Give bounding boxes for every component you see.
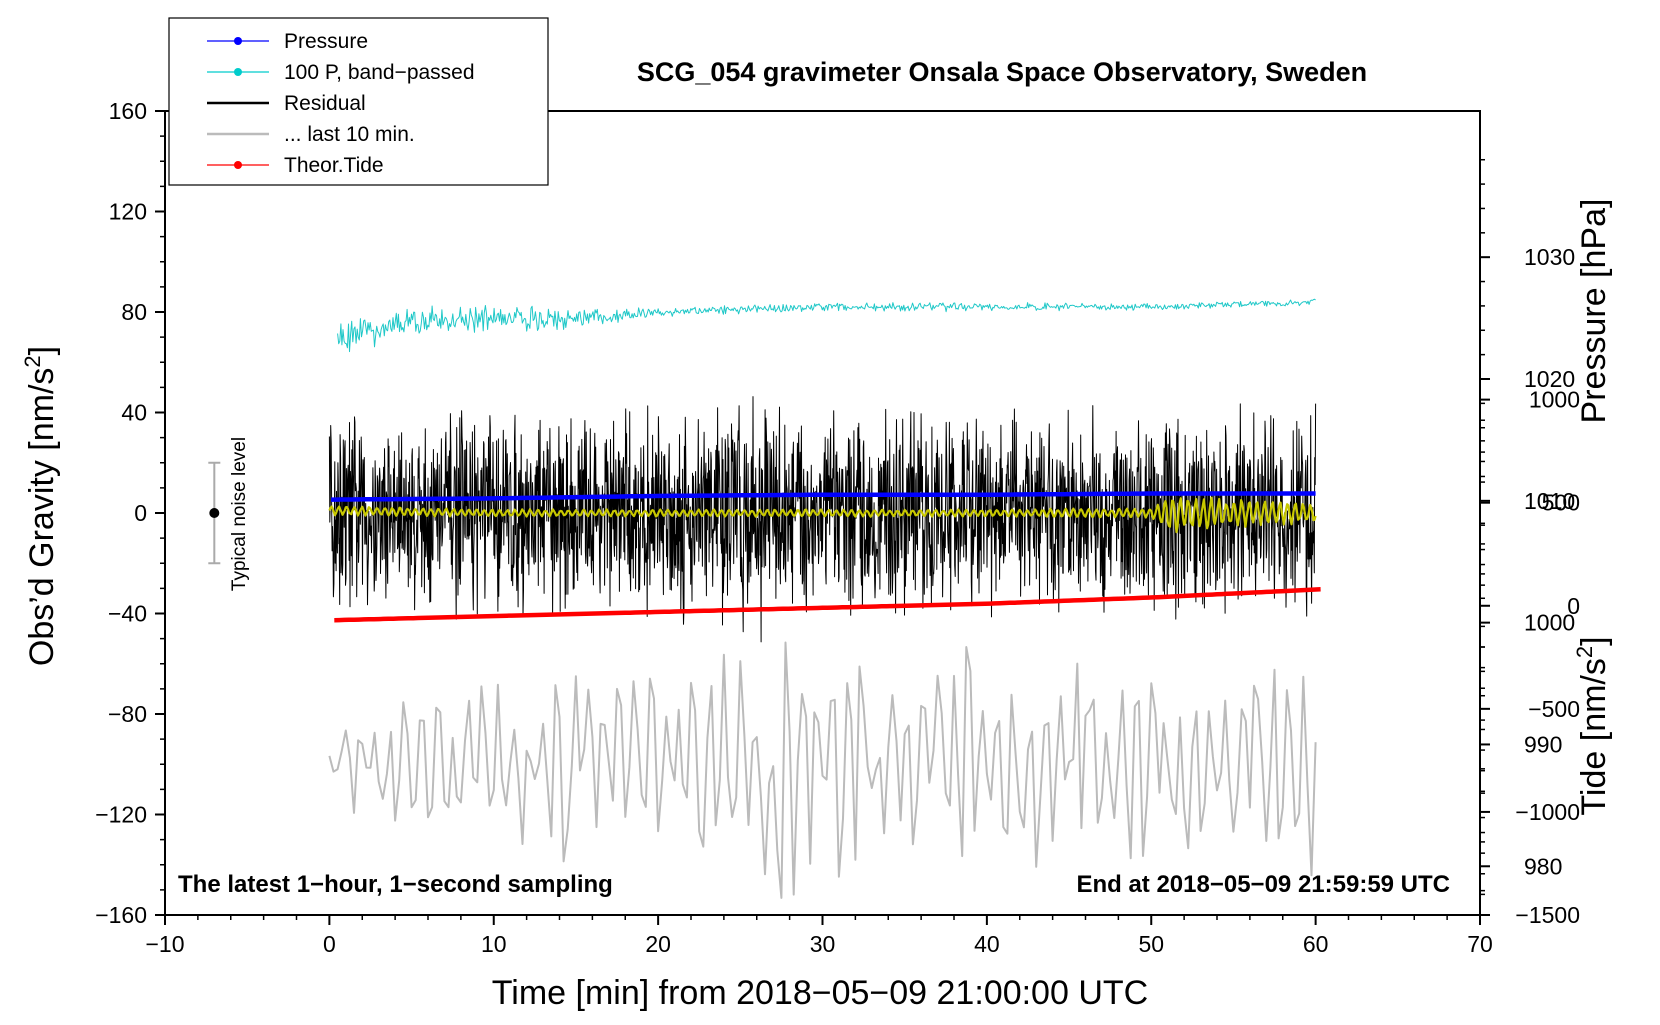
tide-tick-label: −1000: [1515, 799, 1580, 825]
y-axis-label: Obs’d Gravity [nm/s2]: [20, 346, 61, 666]
bottom-right-note: End at 2018−05−09 21:59:59 UTC: [1076, 871, 1450, 898]
noise-level-label: Typical noise level: [229, 437, 250, 591]
legend-label-residual: Residual: [284, 92, 366, 115]
tide-axis-label-end: ]: [1575, 636, 1613, 645]
x-axis-label: Time [min] from 2018−05−09 21:00:00 UTC: [492, 974, 1148, 1012]
pressure-tick-label: 980: [1524, 853, 1562, 879]
legend-label-theor-tide: Theor.Tide: [284, 154, 384, 177]
x-tick-label: 40: [974, 931, 1000, 957]
legend-box: [168, 17, 549, 186]
y-axis-label-end: ]: [23, 346, 61, 355]
pressure-tick-label: 990: [1524, 731, 1562, 757]
tide-tick-label: 500: [1542, 490, 1580, 516]
pressure-tick-label: 1020: [1524, 366, 1575, 392]
tide-tick-label: 1000: [1529, 387, 1580, 413]
series-theor-tide: [334, 587, 1321, 623]
legend-marker-theor-tide: [234, 161, 242, 169]
x-tick-label: 10: [481, 931, 507, 957]
x-tick-label: 50: [1138, 931, 1164, 957]
y-tick-label: −160: [95, 902, 147, 928]
tide-tick-label: −1500: [1515, 902, 1580, 928]
legend-marker-100-p-band-passed: [234, 68, 242, 76]
series-layer: [208, 298, 1321, 899]
tide-axis-label-main: Tide [nm/s: [1575, 658, 1613, 815]
y-tick-label: −40: [108, 601, 147, 627]
y-tick-label: 40: [121, 400, 147, 426]
y-axis-label-main: Obs’d Gravity [nm/s: [23, 368, 61, 667]
series-pressure: [331, 491, 1316, 502]
pressure-tick-label: 1030: [1524, 244, 1575, 270]
pressure-axis-label: Pressure [hPa]: [1575, 199, 1613, 424]
bottom-left-note: The latest 1−hour, 1−second sampling: [178, 871, 613, 898]
x-tick-label: 70: [1467, 931, 1493, 957]
legend-label-100-p-band-passed: 100 P, band−passed: [284, 61, 475, 84]
tide-tick-label: −500: [1528, 696, 1580, 722]
legend-marker-pressure: [234, 37, 242, 45]
y-tick-label: 80: [121, 299, 147, 325]
tide-tick-label: 0: [1567, 593, 1580, 619]
series-last-10-min: [328, 641, 1317, 899]
tide-axis-label-sup: 2: [1572, 646, 1597, 658]
series-residual-low-pass: [328, 496, 1317, 534]
y-tick-label: 0: [134, 500, 147, 526]
noise-bar-point: [209, 508, 220, 518]
axes-layer: −10 0 10 20 30 40 50 60 7016012080400−40−80−120−…: [95, 98, 1580, 957]
legend: Pressure 100 P, band−passed Residual ... la…: [168, 17, 549, 186]
x-tick-label: −10: [145, 931, 184, 957]
x-tick-label: 30: [810, 931, 836, 957]
series-residual: [328, 396, 1317, 643]
x-tick-label: 20: [645, 931, 671, 957]
x-tick-label: 0: [323, 931, 336, 957]
tide-axis-label: Tide [nm/s2]: [1572, 636, 1613, 815]
x-tick-label: 60: [1303, 931, 1329, 957]
legend-label-pressure: Pressure: [284, 30, 368, 53]
y-tick-label: 120: [109, 199, 147, 225]
y-tick-label: 160: [109, 98, 147, 124]
y-axis-label-sup: 2: [20, 355, 45, 367]
y-tick-label: −80: [108, 701, 147, 727]
pressure-tick-label: 1000: [1524, 610, 1575, 636]
y-tick-label: −120: [95, 802, 147, 828]
legend-label-last-10-min: ... last 10 min.: [284, 123, 415, 146]
series-100-p-band-passed: [337, 298, 1316, 353]
pressure-tick-label: 1010: [1524, 488, 1575, 514]
chart-title: SCG_054 gravimeter Onsala Space Observat…: [637, 57, 1367, 87]
